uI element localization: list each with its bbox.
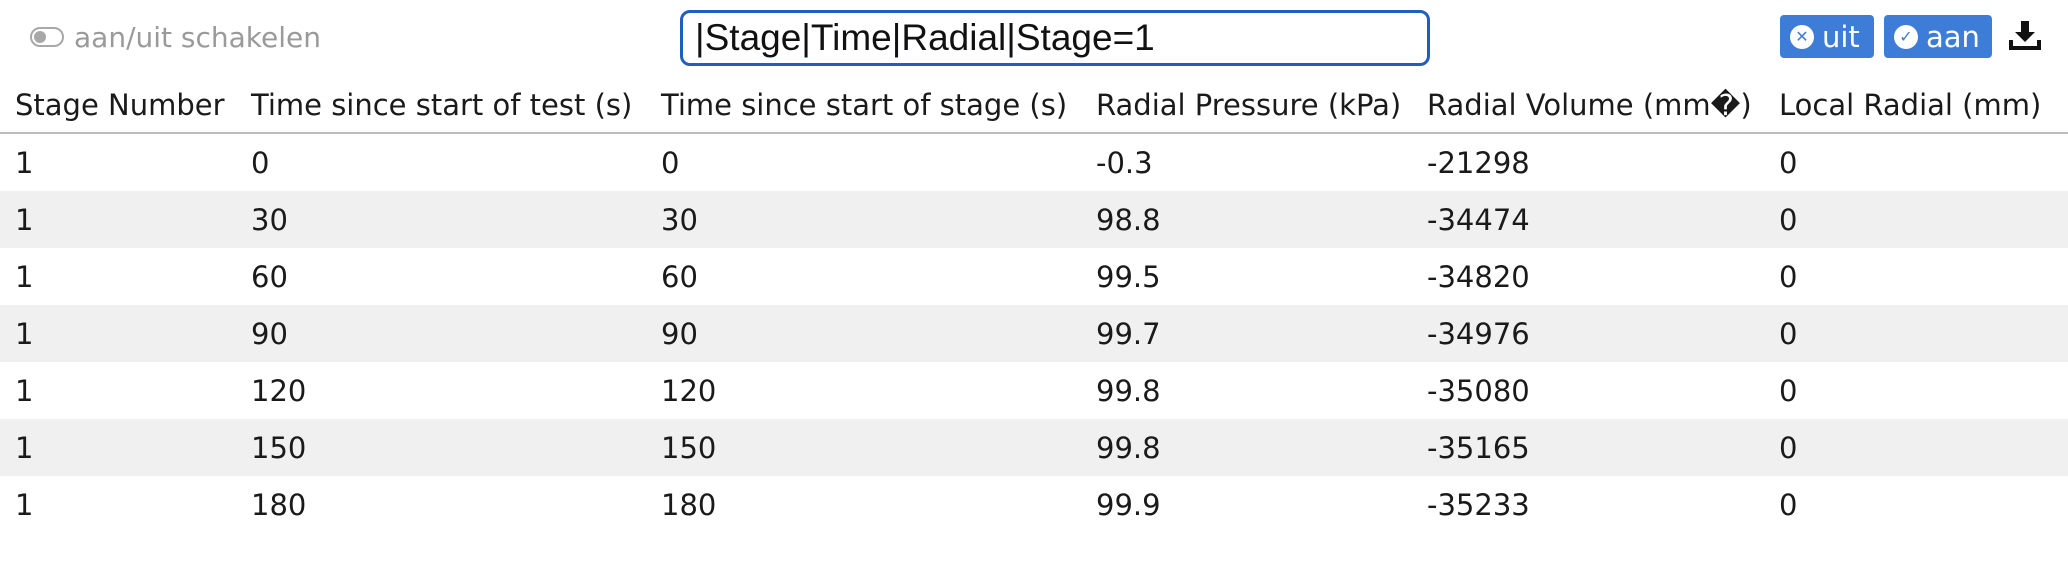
table-cell: 99.5 <box>1096 259 1161 294</box>
table-row: 1 120 120 99.8 -35080 0 <box>0 362 2068 419</box>
table-cell: 99.8 <box>1096 373 1161 408</box>
header-row: Stage Number Time since start of test (s… <box>0 78 2068 134</box>
table-cell: 1 <box>15 259 34 294</box>
table-cell: 1 <box>0 419 236 476</box>
table-cell: 0 <box>1779 487 1798 522</box>
columns-on-label: aan <box>1926 19 1980 54</box>
table-cell: -35080 <box>1427 373 1530 408</box>
column-header-radial-volume[interactable]: Radial Volume (mm�) <box>1412 78 1764 134</box>
table-cell: 120 <box>251 373 307 408</box>
table-cell: -34820 <box>1427 259 1530 294</box>
table-cell: 60 <box>661 259 698 294</box>
toggle-all-label: aan/uit schakelen <box>74 20 321 54</box>
table-cell: 150 <box>646 419 1081 476</box>
table-cell: 120 <box>661 373 717 408</box>
table-row: 1 60 60 99.5 -34820 0 <box>0 248 2068 305</box>
toolbar: aan/uit schakelen ✕ uit ✓ aan <box>0 0 2068 78</box>
toggle-all-columns[interactable]: aan/uit schakelen <box>30 20 321 54</box>
table-cell: 1 <box>15 373 34 408</box>
columns-off-button[interactable]: ✕ uit <box>1780 15 1874 58</box>
table-cell: 0 <box>1779 259 1798 294</box>
table-cell: 180 <box>251 487 307 522</box>
table-cell: -35165 <box>1412 419 1764 476</box>
table-cell: 0 <box>661 145 680 180</box>
table-cell: 0 <box>1764 191 2068 248</box>
toggle-off-icon <box>30 27 64 47</box>
table-cell: 0 <box>1779 373 1798 408</box>
table-cell: 99.9 <box>1096 487 1161 522</box>
table-cell: -21298 <box>1427 145 1530 180</box>
table-cell: 0 <box>251 145 270 180</box>
table-cell: -34976 <box>1412 305 1764 362</box>
columns-on-button[interactable]: ✓ aan <box>1884 15 1992 58</box>
table-cell: 30 <box>236 191 646 248</box>
download-icon[interactable] <box>2008 18 2042 52</box>
table-row: 1 90 90 99.7 -34976 0 <box>0 305 2068 362</box>
column-header-time-since-stage[interactable]: Time since start of stage (s) <box>646 78 1081 134</box>
table-cell: 98.8 <box>1081 191 1412 248</box>
table-cell: 1 <box>0 305 236 362</box>
table-cell: 0 <box>1779 145 1798 180</box>
data-table: Stage Number Time since start of test (s… <box>0 78 2068 533</box>
filter-input[interactable] <box>683 13 1427 63</box>
table-row: 1 180 180 99.9 -35233 0 <box>0 476 2068 533</box>
close-circle-icon: ✕ <box>1790 24 1814 49</box>
table-cell: 90 <box>646 305 1081 362</box>
table-cell: 1 <box>0 191 236 248</box>
table-row: 1 0 0 -0.3 -21298 0 <box>0 133 2068 191</box>
table-cell: 1 <box>15 487 34 522</box>
table-cell: 180 <box>661 487 717 522</box>
table-cell: 150 <box>236 419 646 476</box>
table-cell: -35233 <box>1427 487 1530 522</box>
table-row: 1 30 30 98.8 -34474 0 <box>0 191 2068 248</box>
table-cell: 99.7 <box>1081 305 1412 362</box>
table-cell: 1 <box>15 145 34 180</box>
table-row: 1 150 150 99.8 -35165 0 <box>0 419 2068 476</box>
table-cell: 0 <box>1764 419 2068 476</box>
column-header-local-radial[interactable]: Local Radial (mm) <box>1764 78 2068 134</box>
column-header-stage-number[interactable]: Stage Number <box>0 78 236 134</box>
check-circle-icon: ✓ <box>1894 24 1918 49</box>
columns-off-label: uit <box>1822 19 1860 54</box>
table-cell: 30 <box>646 191 1081 248</box>
table-cell: 0 <box>1764 305 2068 362</box>
table-cell: -34474 <box>1412 191 1764 248</box>
column-header-radial-pressure[interactable]: Radial Pressure (kPa) <box>1081 78 1412 134</box>
table-cell: 99.8 <box>1081 419 1412 476</box>
filter-box <box>680 10 1430 66</box>
table-cell: 60 <box>251 259 288 294</box>
column-header-time-since-test[interactable]: Time since start of test (s) <box>236 78 646 134</box>
table-cell: 90 <box>236 305 646 362</box>
table-cell: -0.3 <box>1096 145 1153 180</box>
